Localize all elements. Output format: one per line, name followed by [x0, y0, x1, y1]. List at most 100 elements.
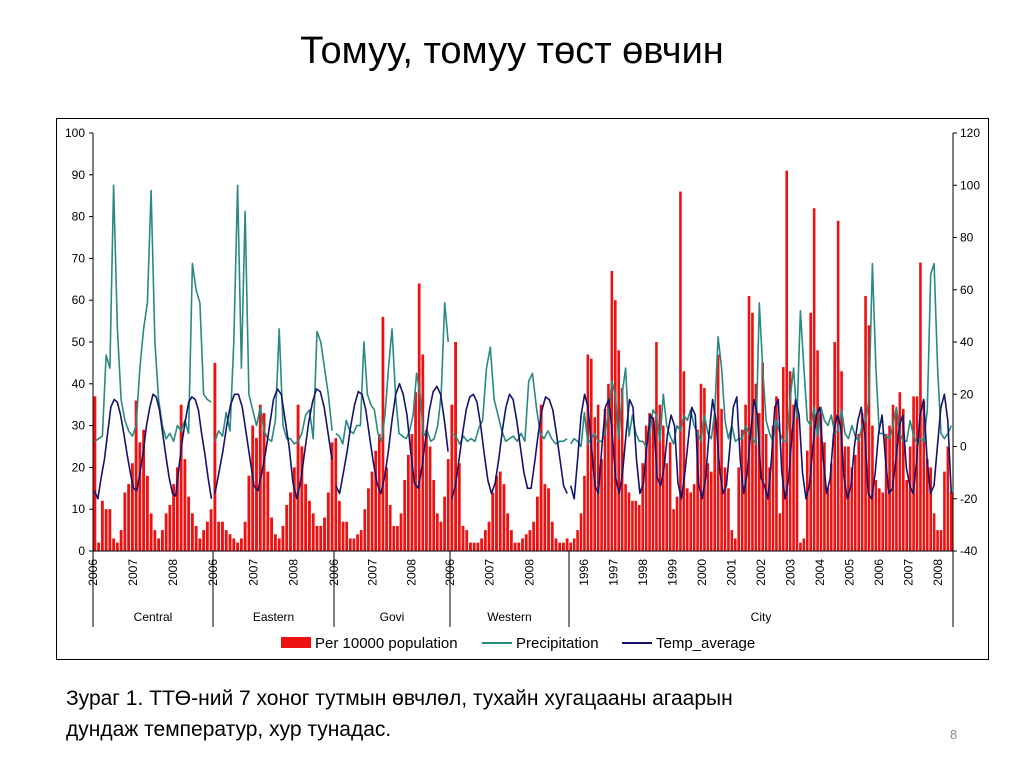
bar	[396, 525, 399, 551]
bar	[247, 475, 251, 551]
bar	[867, 325, 871, 551]
bar	[142, 429, 146, 551]
bar	[874, 479, 878, 551]
bar	[696, 429, 699, 551]
bar	[330, 442, 334, 551]
bar	[403, 479, 407, 551]
bar	[550, 521, 554, 551]
bar	[596, 404, 600, 551]
bar	[521, 538, 524, 551]
bar	[727, 488, 730, 551]
left-axis: 0 10 20 30 40 50 60 70 80 90 100	[65, 126, 94, 558]
year-label: 2002	[754, 559, 768, 586]
bar	[483, 530, 487, 551]
bar	[733, 538, 737, 551]
year-label: 2008	[166, 559, 180, 586]
bar	[939, 530, 943, 551]
year-label: 2006	[872, 559, 886, 586]
year-label: 2007	[483, 559, 497, 586]
bar	[905, 479, 909, 551]
year-label: 2008	[931, 559, 945, 586]
bar	[610, 270, 614, 551]
right-tick-label: -20	[960, 492, 978, 506]
bar	[768, 467, 771, 551]
group-label: Western	[487, 610, 531, 624]
bar	[119, 530, 123, 551]
bar	[922, 400, 926, 551]
combo-chart: 0 10 20 30 40 50 60 70 80 90 100 -40 -20 0 20 40 60 80 10…	[65, 126, 980, 652]
bar	[399, 513, 403, 551]
bar	[506, 513, 510, 551]
caption-line-2: дундаж температур, хур тунадас.	[66, 718, 392, 741]
bar	[502, 484, 506, 551]
bar	[888, 425, 891, 551]
bar	[115, 542, 119, 551]
bar	[586, 354, 590, 551]
bar	[761, 362, 765, 551]
bar	[421, 354, 425, 551]
bar	[524, 534, 528, 551]
bar	[428, 446, 432, 551]
bar	[558, 542, 562, 551]
bar	[528, 530, 532, 551]
bar	[672, 509, 675, 551]
bar	[603, 408, 607, 551]
left-tick-label: 100	[65, 126, 85, 140]
bar	[751, 312, 754, 551]
bar	[785, 170, 789, 551]
year-label: 2008	[522, 559, 536, 586]
bar	[194, 525, 198, 551]
bar	[864, 296, 867, 551]
precipitation-line	[94, 184, 212, 443]
left-tick-label: 60	[72, 293, 86, 307]
bar	[857, 433, 861, 551]
bar	[641, 463, 645, 551]
bar	[607, 383, 610, 551]
bar	[251, 425, 255, 551]
bar	[292, 467, 296, 551]
bar	[589, 358, 593, 551]
bar	[97, 542, 101, 551]
year-label: 2005	[843, 559, 857, 586]
bar	[572, 538, 576, 551]
bar	[699, 383, 703, 551]
bar	[713, 417, 717, 551]
bar	[709, 471, 713, 551]
bar	[631, 500, 634, 551]
bar	[826, 488, 830, 551]
group-label: Govi	[380, 610, 405, 624]
bar	[908, 446, 912, 551]
bar	[644, 425, 648, 551]
right-tick-label: 20	[960, 387, 974, 401]
bar	[579, 513, 583, 551]
bar	[569, 542, 573, 551]
bar	[562, 542, 565, 551]
bar	[637, 505, 641, 551]
year-label: 2004	[813, 559, 827, 586]
bar	[836, 220, 840, 551]
bar	[224, 530, 228, 551]
bar	[655, 342, 658, 551]
precipitation-line	[451, 346, 568, 445]
left-tick-label: 80	[72, 210, 86, 224]
bar	[809, 312, 813, 551]
bar	[675, 496, 679, 551]
bar	[300, 446, 304, 551]
bar	[377, 433, 381, 551]
bar	[624, 484, 627, 551]
year-label: 2007	[902, 559, 916, 586]
bar	[341, 521, 345, 551]
bar	[345, 521, 349, 551]
bar	[847, 446, 850, 551]
bar	[812, 208, 816, 551]
bar	[285, 505, 289, 551]
bar	[209, 509, 213, 551]
bar	[213, 362, 217, 551]
bar	[853, 454, 857, 551]
bar	[172, 484, 176, 551]
bar	[795, 408, 799, 551]
bar	[513, 542, 517, 551]
bar	[454, 342, 457, 551]
bar	[775, 396, 778, 551]
